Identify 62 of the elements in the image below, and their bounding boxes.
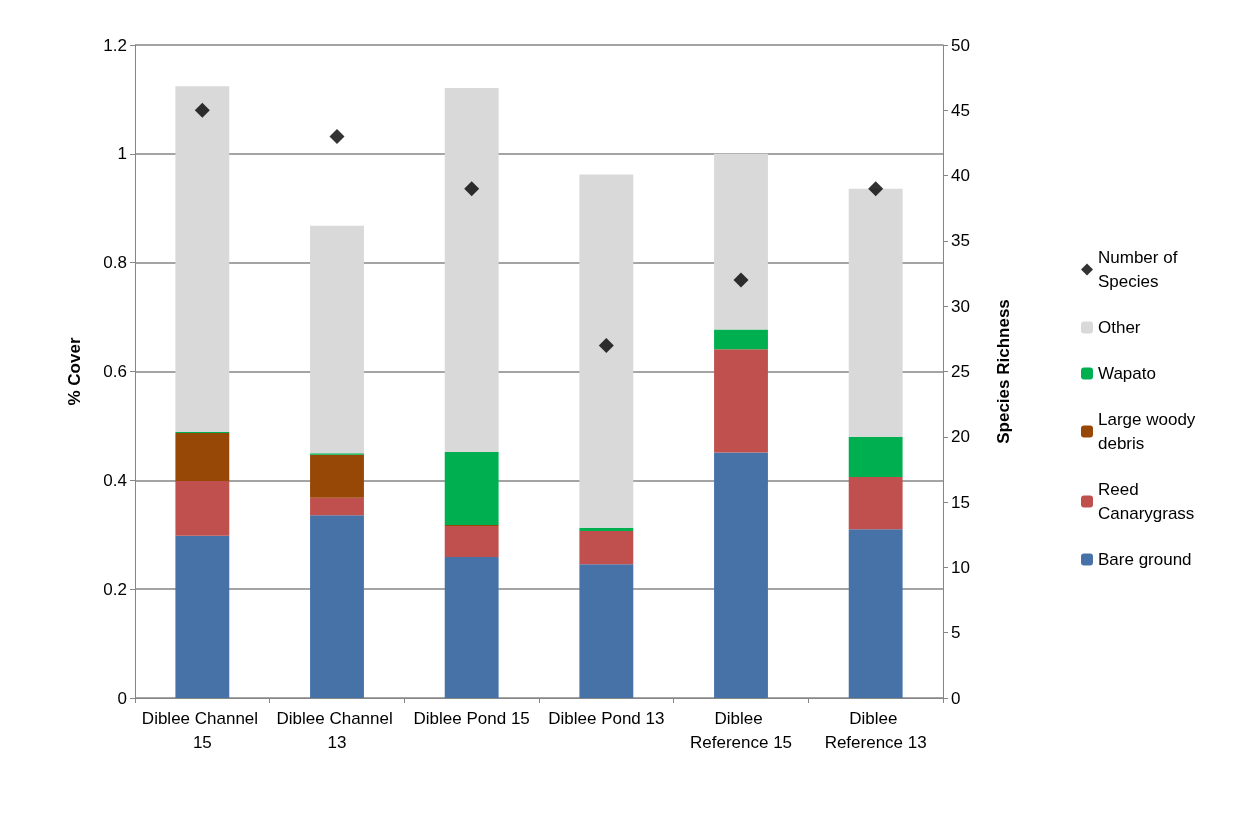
bar <box>310 225 364 454</box>
y2-tick-label: 30 <box>951 296 970 316</box>
point <box>868 181 884 197</box>
y2-tick-label: 50 <box>951 35 970 55</box>
y-tick-label: 0.2 <box>103 579 127 599</box>
y2-tick-label: 25 <box>951 362 970 381</box>
y2-tick-label: 45 <box>951 100 970 120</box>
legend-label: Number of Species <box>1098 248 1183 291</box>
bar <box>848 188 903 437</box>
y-tick-label: 0.8 <box>103 253 127 273</box>
bar <box>175 86 230 432</box>
bar <box>579 527 634 531</box>
bar <box>175 480 230 536</box>
y-axis-title: % Cover <box>65 337 84 406</box>
point <box>598 337 614 353</box>
y-tick-label: 0.4 <box>103 470 127 490</box>
y2-tick-label: 40 <box>951 166 970 186</box>
bar <box>310 497 364 516</box>
legend-label: Other <box>1098 318 1141 337</box>
y2-tick-label: 35 <box>951 231 970 251</box>
y2-tick-label: 10 <box>951 557 970 577</box>
bar <box>310 515 364 698</box>
y-tick-label: 0 <box>117 688 127 708</box>
bar <box>848 436 903 478</box>
y2-tick-label: 0 <box>951 688 961 708</box>
point <box>194 102 210 118</box>
bar <box>848 477 903 530</box>
bar <box>175 432 230 481</box>
bar <box>579 530 634 565</box>
bar <box>444 452 499 525</box>
y-tick-label: 1.2 <box>103 35 127 55</box>
point <box>329 128 345 144</box>
bar <box>714 329 768 350</box>
bar <box>579 174 634 528</box>
x-tick-label: Diblee Reference 13 <box>824 708 927 752</box>
bar <box>714 349 768 453</box>
legend-label: Reed Canarygrass <box>1098 480 1195 523</box>
bar <box>444 87 499 453</box>
y2-tick-label: 20 <box>951 427 970 447</box>
bar <box>444 557 499 698</box>
bar <box>714 153 768 330</box>
x-tick-label: Diblee Channel 13 <box>276 708 398 752</box>
x-tick-label: Diblee Channel 15 <box>141 708 263 752</box>
bar <box>444 526 499 558</box>
y-tick-label: 1 <box>117 144 127 164</box>
bar <box>714 452 768 698</box>
x-tick-label: Diblee Pond 13 <box>548 708 665 728</box>
point <box>464 181 480 197</box>
y2-axis-title: Species Richness <box>994 299 1013 444</box>
legend-label: Wapato <box>1098 364 1156 383</box>
bar <box>579 564 634 698</box>
bar <box>310 454 364 498</box>
y2-tick-label: 15 <box>951 492 970 512</box>
x-tick-label: Diblee Pond 15 <box>413 708 530 728</box>
bar <box>848 529 903 698</box>
point <box>733 272 749 288</box>
legend-label: Bare ground <box>1098 550 1192 569</box>
x-tick-label: Diblee Reference 15 <box>689 708 793 752</box>
bar <box>175 535 230 698</box>
y-tick-label: 0.6 <box>103 362 127 381</box>
legend-label: Large woody debris <box>1098 410 1201 453</box>
y2-tick-label: 5 <box>951 623 961 643</box>
